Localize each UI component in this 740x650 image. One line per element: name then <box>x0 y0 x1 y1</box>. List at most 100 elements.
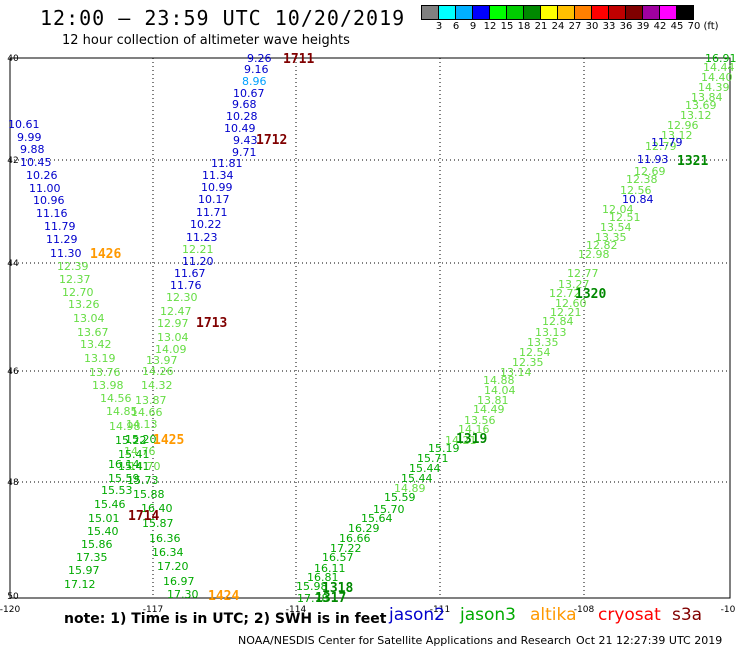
wave-height-label: 15.98 <box>296 580 328 593</box>
latitude-tick-label: 46 <box>7 367 19 377</box>
wave-height-label: 14.21 <box>445 434 477 447</box>
scale-label: 3 <box>435 21 443 32</box>
wave-height-label: 14.32 <box>141 379 173 392</box>
wave-height-label: 11.81 <box>211 157 243 170</box>
wave-height-label: 15.59 <box>108 472 140 485</box>
latitude-tick-label: 42 <box>7 156 18 166</box>
wave-height-label: 13.81 <box>477 394 509 407</box>
wave-height-label: 14.04 <box>484 384 516 397</box>
wave-height-label: 16.34 <box>152 546 184 559</box>
scale-swatch <box>676 5 694 20</box>
orbit-number-label: 1320 <box>575 287 606 302</box>
scale-label: 42 <box>653 21 667 32</box>
wave-height-label: 15.71 <box>417 452 449 465</box>
wave-height-label: 9.43 <box>233 134 258 147</box>
scale-label: 9 <box>469 21 477 32</box>
wave-height-label: 15.73 <box>127 474 159 487</box>
scale-label: 27 <box>568 21 582 32</box>
wave-height-label: 13.04 <box>73 312 105 325</box>
legend-s3a: s3a <box>672 605 703 625</box>
latitude-tick-label: 44 <box>7 259 19 269</box>
orbit-number-label: 1712 <box>256 133 287 148</box>
wave-height-label: 12.54 <box>519 346 551 359</box>
scale-label: 6 <box>452 21 460 32</box>
wave-height-label: 10.45 <box>20 156 52 169</box>
wave-height-label: 10.96 <box>33 194 65 207</box>
wave-height-label: 13.26 <box>68 298 100 311</box>
orbit-number-label: 1711 <box>283 52 314 67</box>
latitude-tick-label: 48 <box>7 478 19 488</box>
wave-height-label: 16.97 <box>163 575 195 588</box>
wave-height-label: 9.88 <box>20 143 45 156</box>
scale-label: (ft) <box>703 21 719 32</box>
legend-cryosat: cryosat <box>598 605 661 625</box>
wave-height-label: 15.87 <box>142 517 174 530</box>
wave-height-label: 14.70 <box>129 460 161 473</box>
wave-height-label: 10.61 <box>8 118 40 131</box>
wave-height-label: 11.67 <box>174 267 206 280</box>
wave-height-label: 12.21 <box>550 306 582 319</box>
wave-height-label: 15.59 <box>384 491 416 504</box>
wave-height-label: 9.16 <box>244 63 269 76</box>
wave-height-label: 10.99 <box>201 181 233 194</box>
wave-height-label: 15.53 <box>101 484 133 497</box>
scale-label: 24 <box>551 21 565 32</box>
wave-height-label: 9.71 <box>232 146 257 159</box>
latitude-tick-label: 50 <box>7 592 19 602</box>
orbit-number-label: 1425 <box>153 433 184 448</box>
longitude-tick-label: -114 <box>286 605 307 615</box>
wave-height-label: 13.67 <box>77 326 109 339</box>
wave-height-label: 15.41 <box>118 448 150 461</box>
wave-height-label: 17.78 <box>297 592 329 605</box>
wave-height-label: 13.04 <box>157 331 189 344</box>
wave-height-label: 11.71 <box>196 206 228 219</box>
wave-height-label: 11.34 <box>202 169 234 182</box>
color-scale <box>421 5 694 20</box>
wave-height-label: 13.84 <box>691 91 723 104</box>
wave-height-label: 11.76 <box>170 279 202 292</box>
wave-height-label: 15.86 <box>81 538 113 551</box>
orbit-number-label: 1317 <box>315 591 346 606</box>
orbit-number-label: 1319 <box>456 432 487 447</box>
scale-label: 36 <box>619 21 633 32</box>
wave-height-label: 14.66 <box>131 406 163 419</box>
wave-height-label: 16.66 <box>339 532 371 545</box>
wave-height-label: 10.49 <box>224 122 256 135</box>
credit-line: NOAA/NESDIS Center for Satellite Applica… <box>238 634 572 647</box>
wave-height-label: 14.98 <box>109 420 141 433</box>
wave-height-label: 12.79 <box>645 140 677 153</box>
wave-height-label: 15.97 <box>68 564 100 577</box>
wave-height-label: 13.56 <box>464 414 496 427</box>
wave-height-label: 9.68 <box>232 98 257 111</box>
wave-height-label: 12.35 <box>512 356 544 369</box>
wave-height-label: 10.26 <box>26 169 58 182</box>
scale-label: 15 <box>500 21 514 32</box>
wave-height-label: 12.70 <box>62 286 94 299</box>
wave-height-label: 16.91 <box>705 52 737 65</box>
wave-height-label: 15.88 <box>133 488 165 501</box>
wave-height-label: 11.79 <box>44 220 76 233</box>
scale-label: 21 <box>534 21 548 32</box>
wave-height-label: 15.22 <box>115 434 147 447</box>
wave-height-label: 15.19 <box>428 442 460 455</box>
wave-height-label: 12.47 <box>160 305 192 318</box>
wave-height-label: 11.20 <box>182 255 214 268</box>
wave-height-label: 16.57 <box>322 551 354 564</box>
wave-height-label: 12.96 <box>667 119 699 132</box>
wave-height-label: 13.76 <box>89 366 121 379</box>
wave-height-label: 9.99 <box>17 131 42 144</box>
wave-height-label: 12.72 <box>549 287 581 300</box>
wave-height-label: 14.49 <box>473 403 505 416</box>
latitude-tick-label: 40 <box>7 54 19 64</box>
wave-height-label: 12.84 <box>542 315 574 328</box>
wave-height-label: 11.16 <box>36 207 68 220</box>
scale-label: 33 <box>602 21 616 32</box>
wave-height-label: 12.38 <box>626 173 658 186</box>
wave-height-label: 12.60 <box>555 297 587 310</box>
wave-height-label: 15.70 <box>373 503 405 516</box>
legend-altika: altika <box>530 605 577 625</box>
wave-height-label: 12.56 <box>620 184 652 197</box>
wave-height-label: 11.29 <box>46 233 78 246</box>
page-title: 12:00 – 23:59 UTC 10/20/2019 <box>40 6 406 30</box>
